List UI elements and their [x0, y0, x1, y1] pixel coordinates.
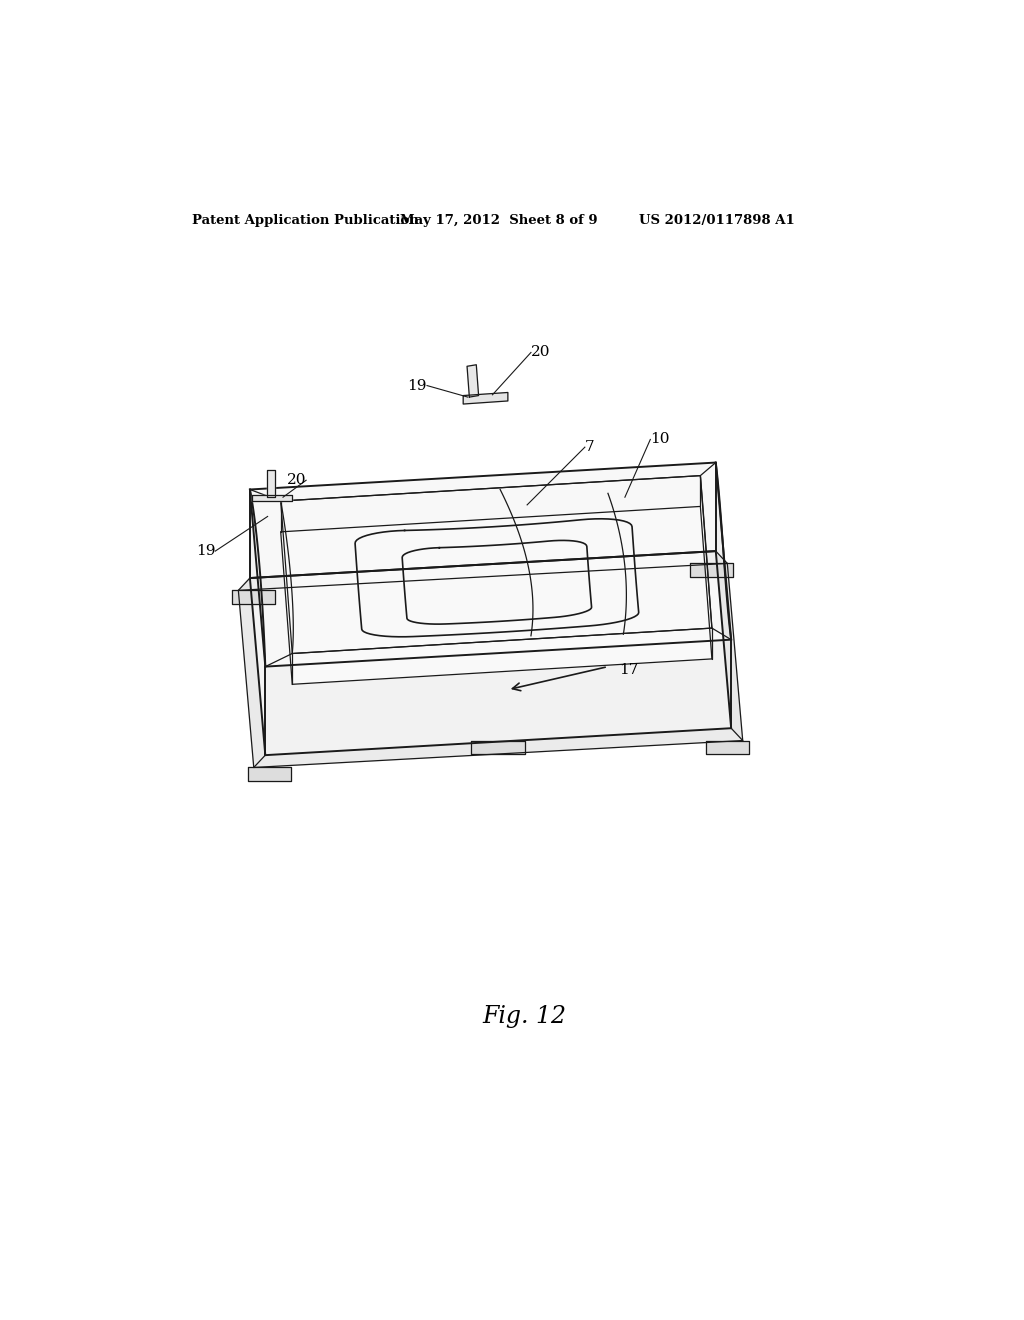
Polygon shape [250, 462, 742, 767]
Text: 17: 17 [620, 664, 639, 677]
Polygon shape [467, 364, 478, 397]
Polygon shape [239, 552, 727, 590]
Polygon shape [471, 741, 524, 755]
Text: Fig. 12: Fig. 12 [482, 1006, 567, 1028]
Polygon shape [281, 507, 712, 684]
Text: 7: 7 [585, 440, 595, 454]
Polygon shape [265, 640, 731, 755]
Polygon shape [252, 495, 292, 502]
Text: 20: 20 [531, 346, 551, 359]
Polygon shape [250, 490, 265, 755]
Polygon shape [716, 462, 731, 729]
Polygon shape [254, 729, 742, 767]
Polygon shape [690, 564, 733, 577]
Polygon shape [716, 552, 742, 741]
Polygon shape [239, 578, 265, 767]
Polygon shape [706, 741, 749, 755]
Polygon shape [463, 392, 508, 404]
Text: May 17, 2012  Sheet 8 of 9: May 17, 2012 Sheet 8 of 9 [400, 214, 598, 227]
Text: Patent Application Publication: Patent Application Publication [193, 214, 419, 227]
Text: 19: 19 [408, 379, 427, 392]
Text: 10: 10 [650, 433, 670, 446]
Text: 20: 20 [287, 474, 306, 487]
Polygon shape [267, 470, 275, 498]
Polygon shape [232, 590, 275, 605]
Polygon shape [250, 462, 731, 667]
Text: US 2012/0117898 A1: US 2012/0117898 A1 [639, 214, 795, 227]
Polygon shape [248, 767, 291, 781]
Text: 19: 19 [196, 544, 215, 558]
